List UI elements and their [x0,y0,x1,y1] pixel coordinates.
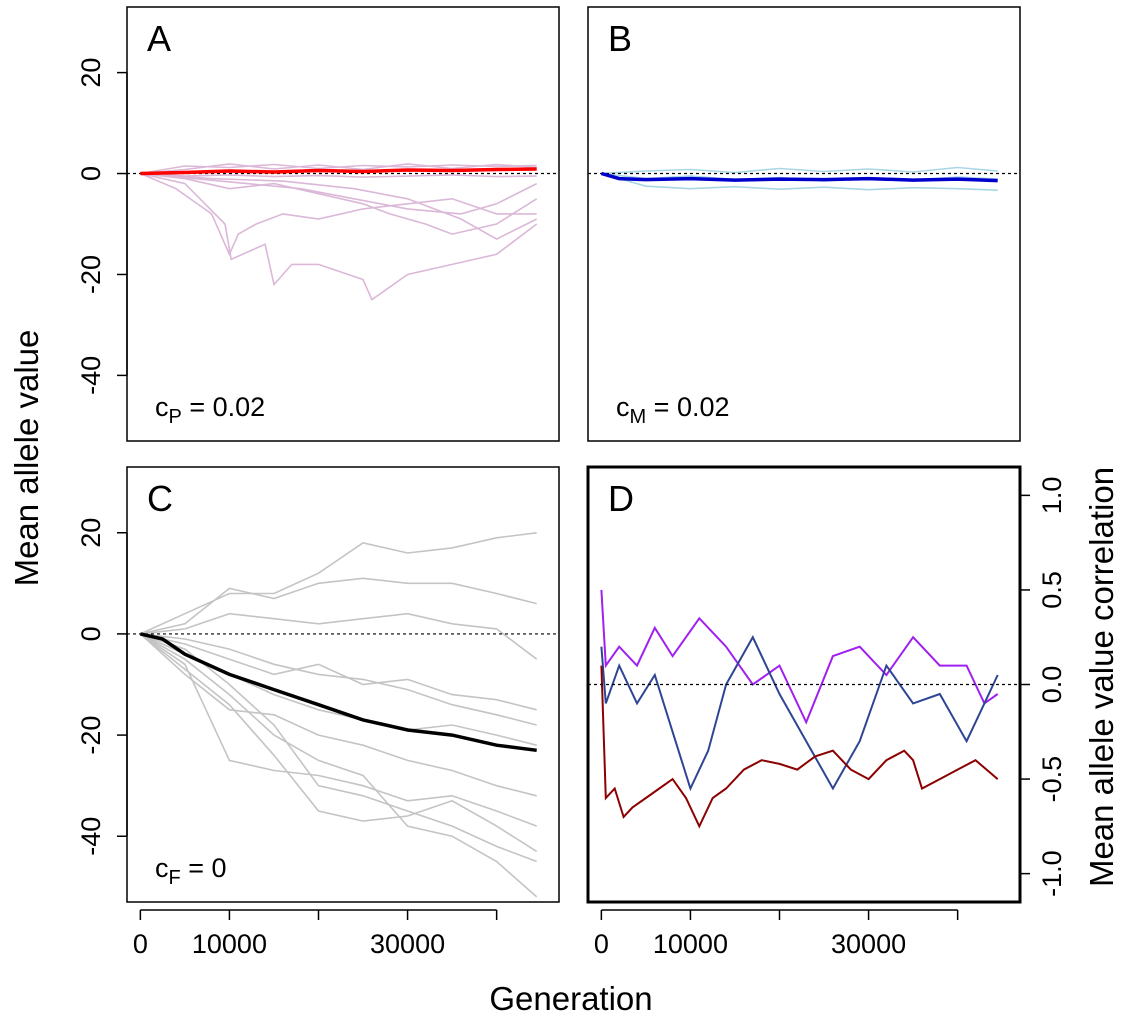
correlation-series-1 [600,589,999,725]
y-tick-label-d-2: 0.0 [1037,666,1067,704]
panel-a: AcP = 0.02 20 0 -20 -40 [76,6,560,442]
y-tick-label-c-3: -40 [76,817,106,856]
mean-line-a [140,167,537,176]
mean-line-b [600,171,998,183]
replicate-line-c-4 [140,633,537,711]
y-tick-label-d-3: -0.5 [1037,756,1067,803]
panel-d: D 1.0 0.5 0.0 -0.5 -1.0 0 10000 30000 [586,465,1067,959]
y-axis-title-left: Mean allele value [8,330,45,587]
y-tick-label-d-0: 1.0 [1037,477,1067,515]
replicate-line-c-6 [139,633,537,797]
x-axis-c: 0 10000 30000 [133,909,498,959]
y-axis-a: 20 0 -20 -40 [76,58,128,395]
y-tick-label-a-0: 20 [76,58,106,88]
replicate-line-a-2 [140,163,537,175]
y-tick-label-c-1: 0 [76,626,106,641]
annotation-subscript: M [630,406,647,428]
annotation-subscript: P [169,406,182,428]
x-tick-label-c-0: 0 [133,929,148,959]
correlation-series-2 [600,635,999,792]
panel-label-d: D [608,478,634,519]
x-tick-label-d-1: 10000 [653,929,728,959]
y-tick-label-a-2: -20 [76,255,106,294]
y-axis-d: 1.0 0.5 0.0 -0.5 -1.0 [1019,477,1067,897]
panel-label-a: A [147,18,171,59]
mean-line-c [140,632,537,753]
annotation-symbol: c [155,392,169,422]
panel-b: BcM = 0.02 [587,6,1021,442]
plot-area-b [588,166,1020,191]
correlation-series-3 [600,665,999,829]
x-tick-label-c-3: 30000 [370,929,445,959]
replicate-line-c-10 [139,633,538,853]
panel-frame-b [587,6,1021,442]
replicate-line-c-1 [140,532,537,635]
x-tick-label-d-3: 30000 [831,929,906,959]
replicate-line-c-7 [139,633,537,827]
x-axis-d: 0 10000 30000 [594,909,959,959]
plot-area-c [127,532,559,898]
y-tick-label-c-0: 20 [76,518,106,548]
y-axis-title-right: Mean allele value correlation [1083,467,1120,887]
parameter-annotation-b: cM = 0.02 [616,392,730,428]
panel-label-c: C [147,478,173,519]
replicate-line-c-8 [140,633,537,863]
x-tick-label-c-1: 10000 [192,929,267,959]
replicate-line-a-4 [140,172,538,301]
replicate-line-b-2 [601,172,998,191]
y-tick-label-a-3: -40 [76,356,106,395]
y-tick-label-a-1: 0 [76,166,106,181]
x-axis-title: Generation [489,980,652,1016]
replicate-line-a-7 [140,172,538,215]
plot-area-a [127,163,559,301]
panel-label-b: B [608,18,632,59]
annotation-value: = 0 [181,853,227,883]
annotation-subscript: F [169,867,181,889]
replicate-line-a-5 [140,172,537,257]
replicate-line-b-1 [601,166,998,175]
replicate-line-c-5 [140,633,537,746]
replicate-line-a-8 [140,172,538,241]
y-tick-label-c-2: -20 [76,716,106,755]
y-axis-c: 20 0 -20 -40 [76,518,128,856]
plot-area-d [588,589,1020,829]
replicate-line-c-2 [140,577,537,635]
replicate-line-c-3 [140,612,538,660]
parameter-annotation-a: cP = 0.02 [155,392,265,428]
annotation-value: = 0.02 [646,392,729,422]
replicate-line-a-3 [140,172,537,178]
replicate-line-c-9 [140,633,538,898]
y-tick-label-d-1: 0.5 [1037,571,1067,609]
x-tick-label-d-0: 0 [594,929,609,959]
replicate-line-a-6 [140,172,538,235]
y-tick-label-d-4: -1.0 [1037,850,1067,897]
parameter-annotation-c: cF = 0 [155,853,227,889]
panel-c: CcF = 0 20 0 -20 -40 0 10000 30000 [76,466,560,959]
annotation-symbol: c [616,392,630,422]
annotation-symbol: c [155,853,169,883]
replicate-line-c-11 [140,633,537,726]
panel-frame-c [126,466,560,903]
annotation-value: = 0.02 [182,392,265,422]
